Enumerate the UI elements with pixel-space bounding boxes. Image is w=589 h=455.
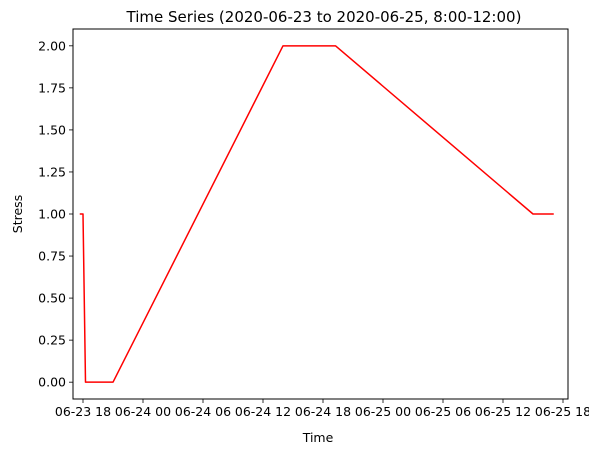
y-tick-label: 2.00 bbox=[38, 38, 66, 53]
chart-title: Time Series (2020-06-23 to 2020-06-25, 8… bbox=[126, 8, 522, 26]
y-axis: 0.00 0.25 0.50 0.75 1.00 1.25 1.50 1.75 2.00 bbox=[38, 38, 73, 390]
y-axis-label: Stress bbox=[10, 195, 25, 233]
y-tick-label: 1.50 bbox=[38, 122, 66, 137]
x-tick-label: 06-24 18 bbox=[295, 404, 351, 419]
x-tick-label: 06-24 00 bbox=[115, 404, 171, 419]
plot-frame bbox=[72, 28, 569, 400]
x-tick-label: 06-24 06 bbox=[175, 404, 231, 419]
x-tick-label: 06-25 18 bbox=[535, 404, 589, 419]
y-tick-label: 1.00 bbox=[38, 207, 66, 222]
y-tick-label: 1.75 bbox=[38, 80, 66, 95]
y-tick-label: 0.50 bbox=[38, 291, 66, 306]
x-axis: 06-23 18 06-24 00 06-24 06 06-24 12 06-24 18… bbox=[55, 399, 589, 419]
y-tick-label: 1.25 bbox=[38, 164, 66, 179]
y-tick-label: 0.25 bbox=[38, 333, 66, 348]
x-tick-label: 06-25 06 bbox=[415, 404, 471, 419]
y-tick-label: 0.00 bbox=[38, 375, 66, 390]
y-tick-label: 0.75 bbox=[38, 249, 66, 264]
x-tick-label: 06-25 12 bbox=[475, 404, 531, 419]
x-axis-label: Time bbox=[302, 430, 334, 445]
series-line-0 bbox=[79, 45, 554, 383]
x-tick-label: 06-25 00 bbox=[355, 404, 411, 419]
x-tick-label: 06-24 12 bbox=[235, 404, 291, 419]
x-tick-label: 06-23 18 bbox=[55, 404, 111, 419]
